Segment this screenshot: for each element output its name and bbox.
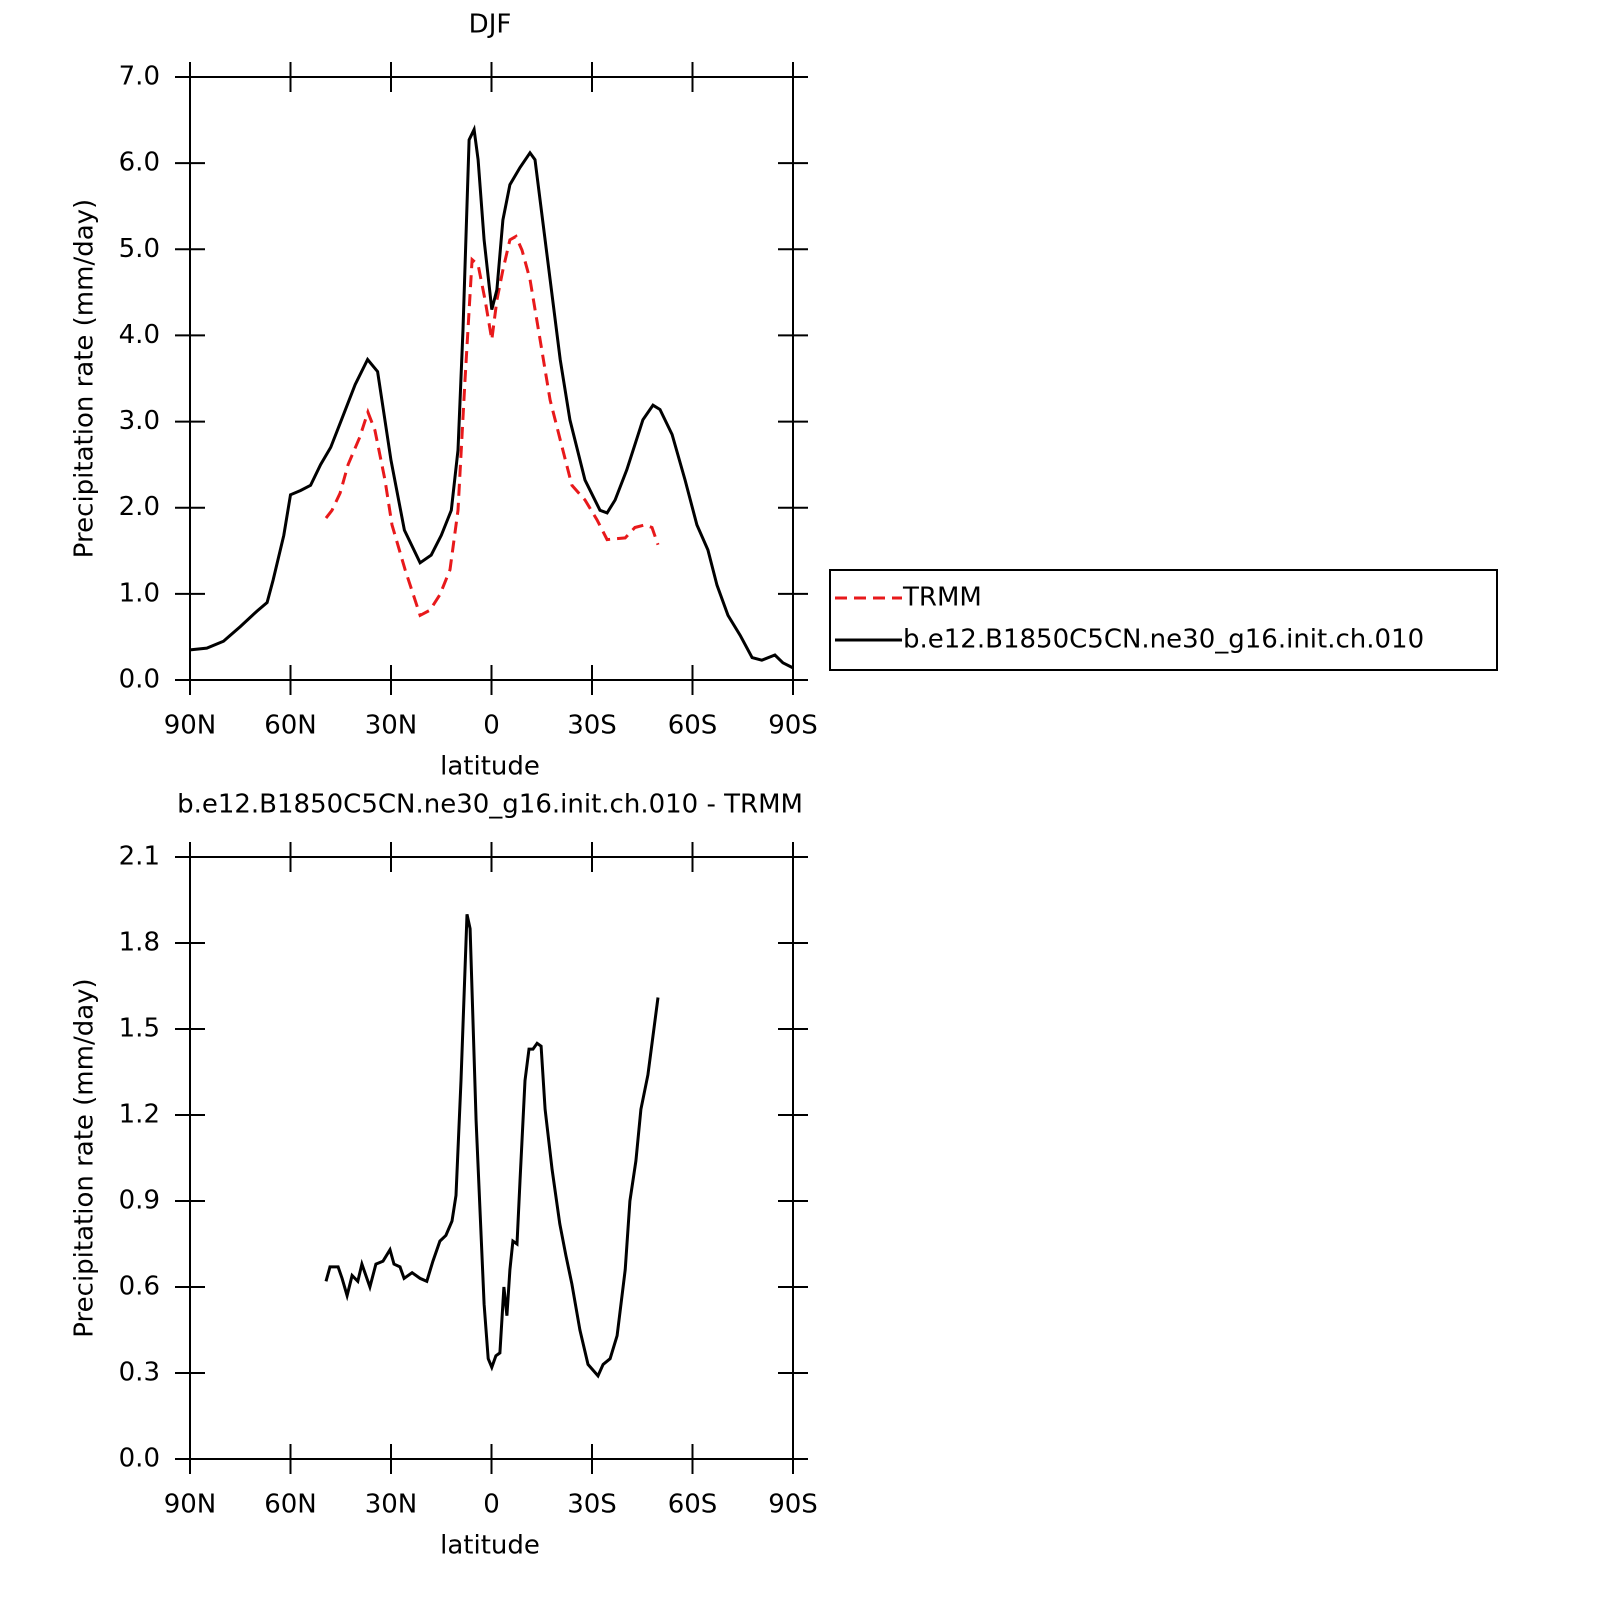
chart-title: DJF: [469, 10, 512, 40]
x-tick-label: 90N: [164, 1490, 217, 1520]
y-axis-label: Precipitation rate (mm/day): [70, 199, 100, 558]
x-tick-label: 0: [483, 711, 500, 741]
x-tick-label: 30S: [567, 1490, 617, 1520]
y-tick-label: 0.6: [119, 1272, 160, 1302]
y-tick-label: 1.2: [119, 1100, 160, 1130]
x-tick-label: 30N: [365, 711, 418, 741]
y-tick-label: 5.0: [119, 234, 160, 264]
data-line: [324, 234, 660, 618]
x-tick-label: 90S: [768, 711, 818, 741]
y-tick-label: 1.5: [119, 1014, 160, 1044]
x-tick-label: 0: [483, 1490, 500, 1520]
plot-frame: [189, 76, 794, 681]
x-tick-label: 30S: [567, 711, 617, 741]
x-tick-label: 90S: [768, 1490, 818, 1520]
y-axis-label: Precipitation rate (mm/day): [70, 978, 100, 1337]
data-line: [324, 913, 660, 1379]
x-tick-label: 60N: [264, 711, 317, 741]
y-tick-label: 7.0: [119, 62, 160, 92]
x-tick-label: 90N: [164, 711, 217, 741]
y-tick-label: 0.0: [119, 665, 160, 695]
y-tick-label: 6.0: [119, 148, 160, 178]
legend-box: [829, 569, 1498, 671]
y-tick-label: 4.0: [119, 320, 160, 350]
data-line: [189, 124, 794, 670]
x-tick-label: 60S: [668, 711, 718, 741]
y-tick-label: 3.0: [119, 406, 160, 436]
y-tick-label: 2.1: [119, 842, 160, 872]
x-tick-label: 60S: [668, 1490, 718, 1520]
x-tick-label: 60N: [264, 1490, 317, 1520]
y-tick-label: 0.3: [119, 1358, 160, 1388]
x-tick-label: 30N: [365, 1490, 418, 1520]
chart-title: b.e12.B1850C5CN.ne30_g16.init.ch.010 - T…: [177, 790, 803, 820]
x-axis-label: latitude: [440, 752, 540, 782]
y-tick-label: 1.8: [119, 928, 160, 958]
legend-label: b.e12.B1850C5CN.ne30_g16.init.ch.010: [903, 625, 1424, 655]
y-tick-label: 1.0: [119, 578, 160, 608]
y-tick-label: 0.9: [119, 1186, 160, 1216]
y-tick-label: 0.0: [119, 1444, 160, 1474]
legend-label: TRMM: [902, 583, 982, 613]
x-axis-label: latitude: [440, 1531, 540, 1561]
y-tick-label: 2.0: [119, 492, 160, 522]
